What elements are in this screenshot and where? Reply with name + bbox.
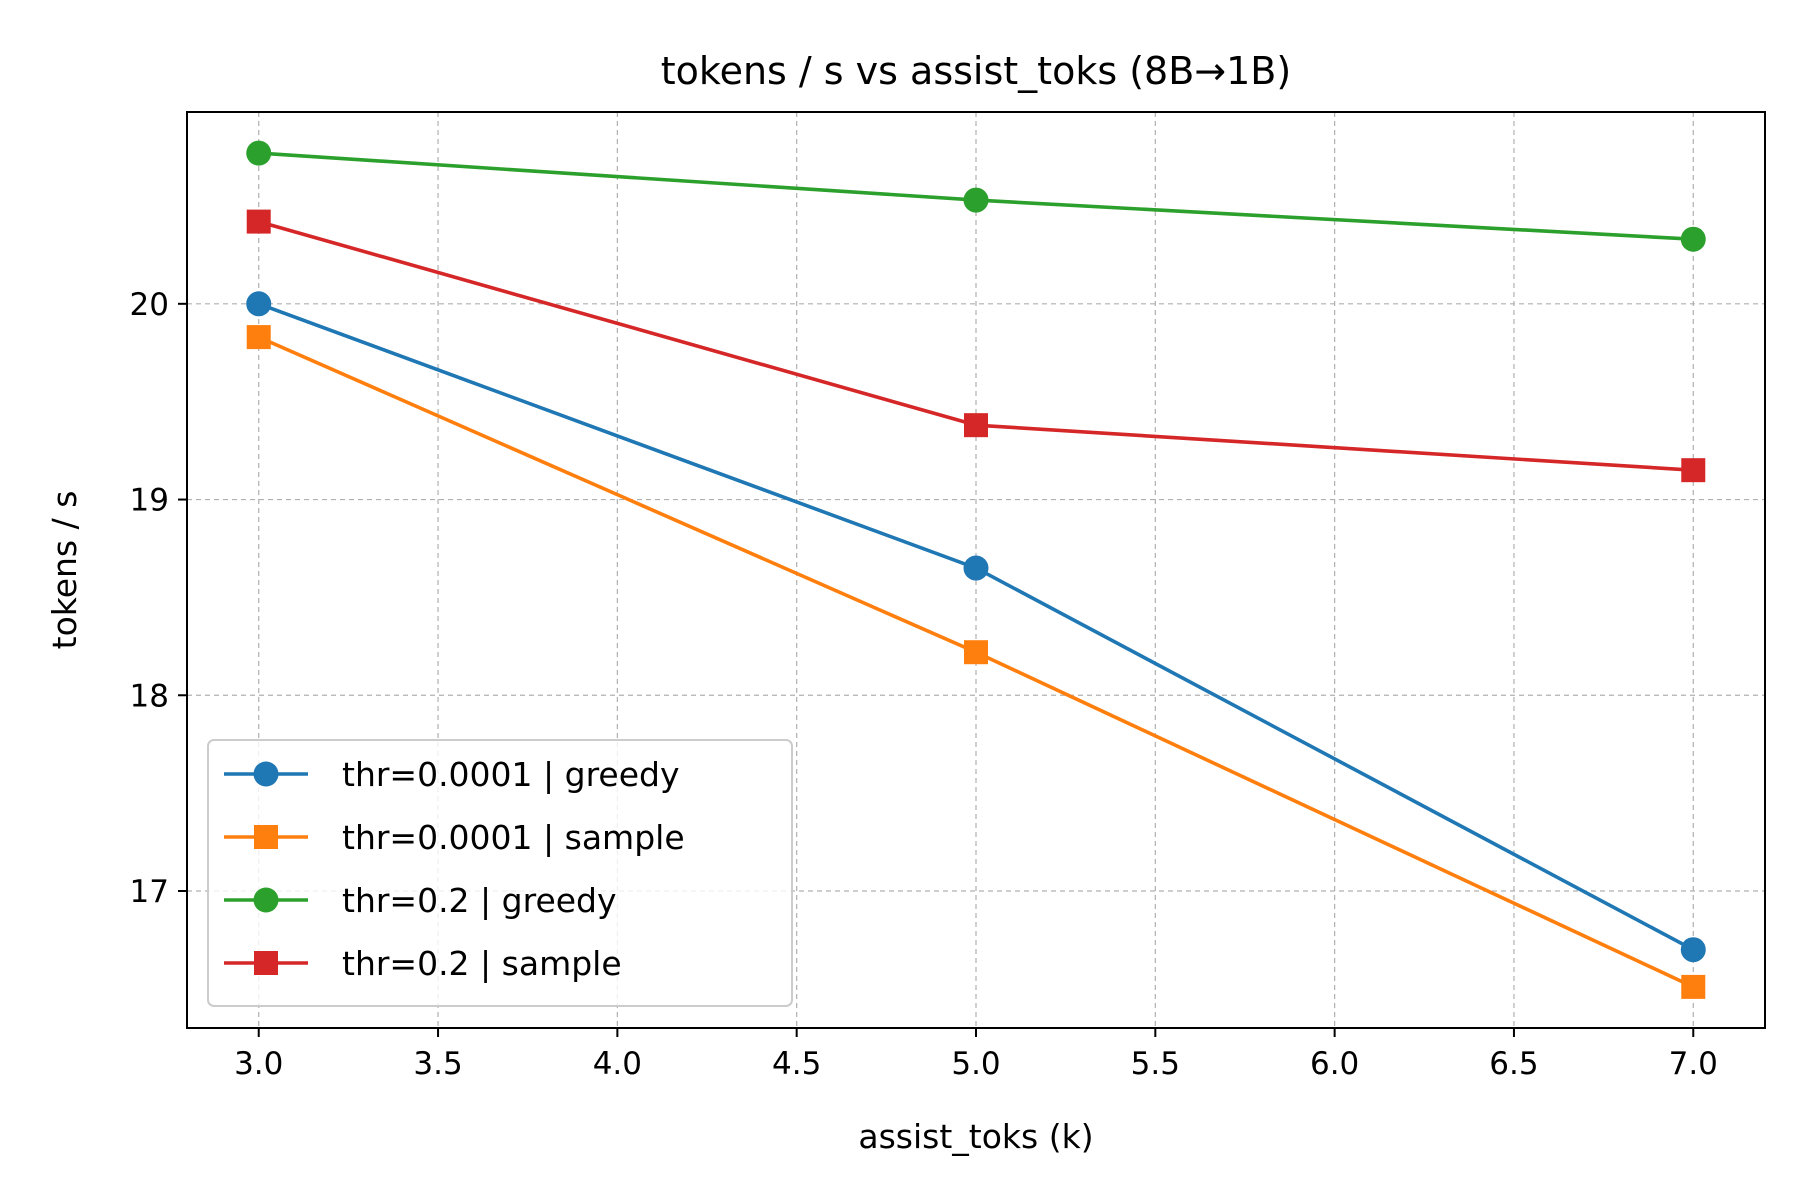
data-point-marker: [964, 640, 988, 665]
data-point-marker: [964, 413, 988, 438]
x-tick-label: 5.0: [951, 1046, 1000, 1082]
data-point-marker: [246, 140, 272, 166]
series-1: [246, 291, 1706, 963]
legend-marker: [254, 951, 278, 975]
data-point-marker: [1680, 937, 1706, 963]
legend-entry: thr=0.2 | greedy: [224, 881, 617, 920]
x-tick-label: 3.5: [413, 1046, 462, 1082]
data-point-marker: [1681, 458, 1706, 483]
x-tick-label: 5.5: [1131, 1046, 1180, 1082]
x-axis-ticks: 3.0 3.5 4.0 4.5 5.0 5.5 6.0 6.5 7.0: [234, 1028, 1718, 1082]
data-point-marker: [963, 187, 989, 213]
data-point-marker: [1680, 226, 1706, 252]
series-3: [246, 140, 1706, 252]
x-axis-label: assist_toks (k): [858, 1117, 1093, 1156]
legend-marker: [253, 761, 279, 787]
x-tick-label: 7.0: [1669, 1046, 1718, 1082]
legend-entry: thr=0.2 | sample: [224, 944, 622, 983]
x-tick-label: 4.5: [772, 1046, 821, 1082]
data-point-marker: [1681, 974, 1706, 999]
x-tick-label: 6.0: [1310, 1046, 1359, 1082]
series-4: [246, 209, 1706, 483]
legend-entry: thr=0.0001 | greedy: [224, 755, 680, 794]
y-tick-label: 17: [130, 874, 169, 910]
legend-marker: [254, 825, 278, 849]
data-point-marker: [246, 325, 271, 350]
data-point-marker: [246, 291, 272, 317]
x-tick-label: 6.5: [1489, 1046, 1538, 1082]
x-tick-label: 4.0: [593, 1046, 642, 1082]
legend-label: thr=0.2 | greedy: [342, 881, 617, 920]
data-point-marker: [963, 555, 989, 581]
y-axis-ticks: 17 18 19 20: [130, 287, 187, 910]
legend-box: [207, 739, 793, 1007]
y-tick-label: 20: [130, 287, 169, 323]
legend-label: thr=0.2 | sample: [342, 944, 622, 983]
legend-marker: [253, 887, 279, 913]
data-point-marker: [246, 209, 271, 234]
x-tick-label: 3.0: [234, 1046, 283, 1082]
chart-title: tokens / s vs assist_toks (8B→1B): [661, 49, 1291, 93]
legend-label: thr=0.0001 | greedy: [342, 755, 680, 794]
legend: thr=0.0001 | greedy thr=0.0001 | sample th…: [207, 739, 793, 1007]
legend-label: thr=0.0001 | sample: [342, 818, 685, 857]
y-axis-label: tokens / s: [45, 491, 84, 650]
y-tick-label: 19: [130, 483, 169, 519]
legend-entry: thr=0.0001 | sample: [224, 818, 685, 857]
series-2: [246, 325, 1706, 999]
y-tick-label: 18: [130, 678, 169, 714]
series-layer: [246, 140, 1706, 999]
